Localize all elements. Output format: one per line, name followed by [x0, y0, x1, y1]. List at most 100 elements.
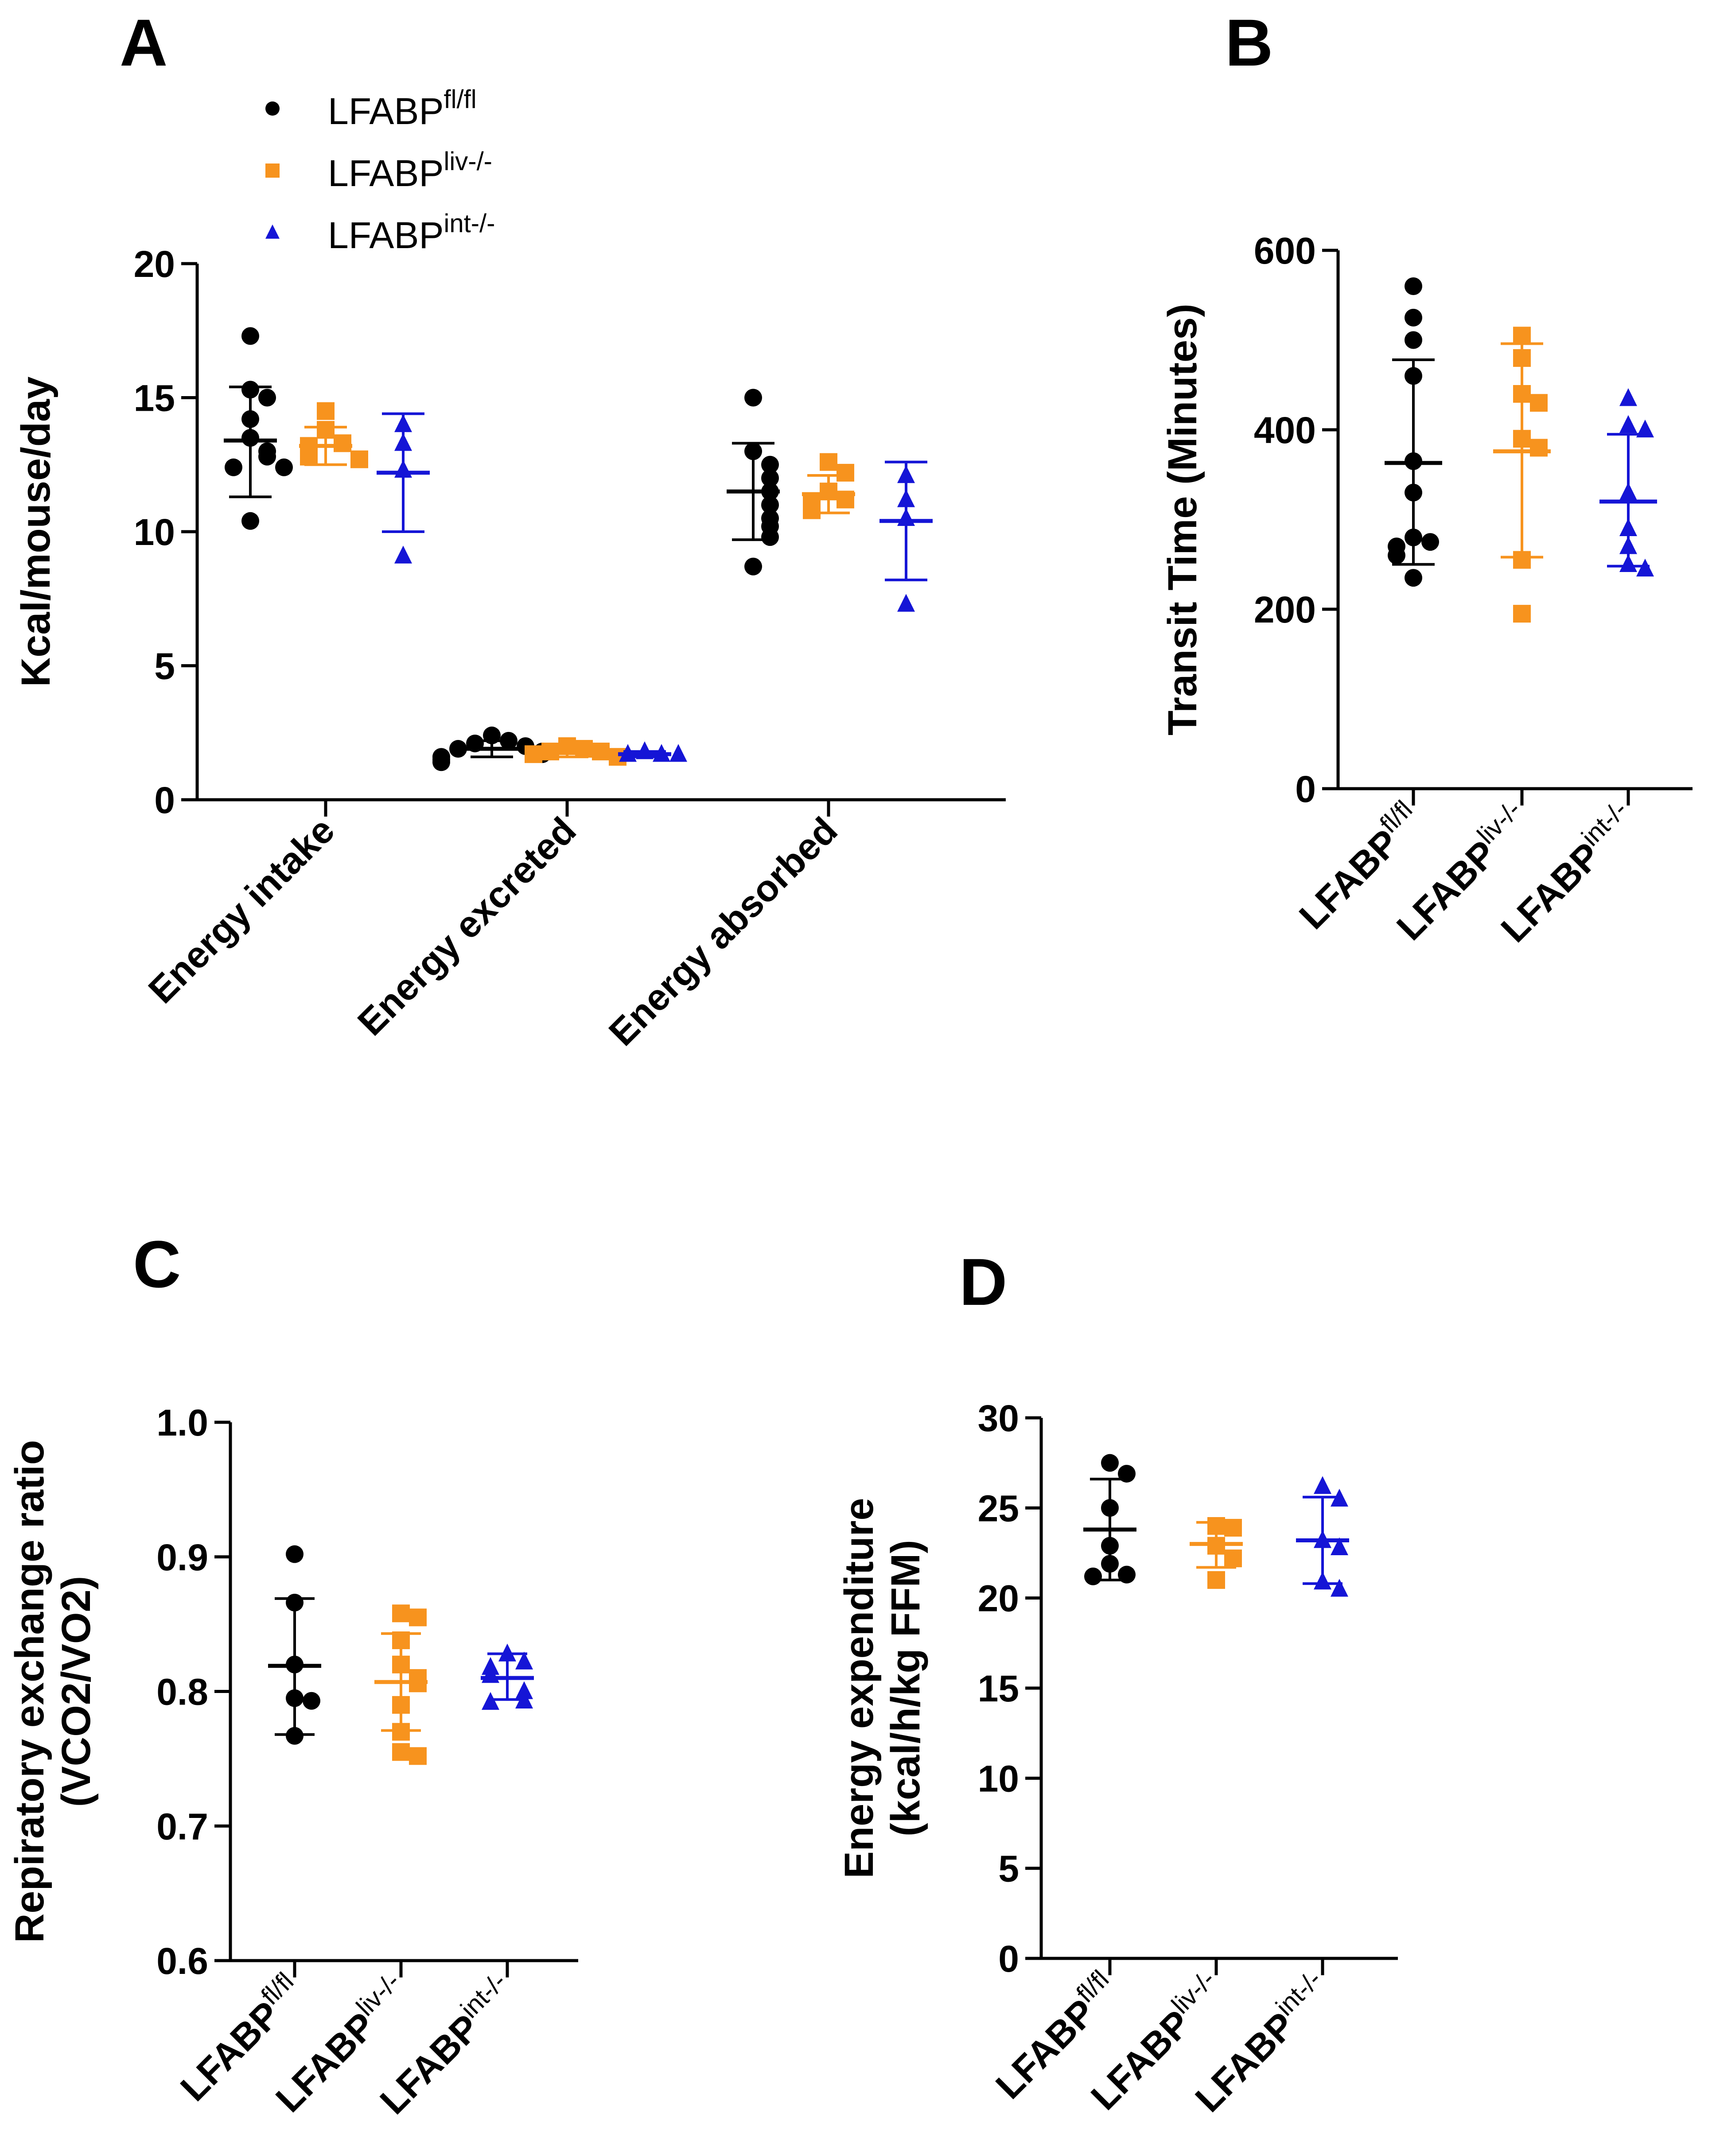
data-point-square: [837, 463, 854, 482]
y-tick-label: 5: [998, 1848, 1019, 1890]
data-point-circle: [761, 528, 779, 546]
data-point-square: [803, 501, 821, 519]
legend-label-sup: int-/-: [444, 209, 495, 238]
group-fl: [1083, 1454, 1136, 1585]
legend-label-base: LFABP: [328, 214, 444, 256]
data-point-circle: [1388, 546, 1405, 564]
group-liv: [525, 737, 626, 766]
data-point-circle: [225, 458, 242, 476]
y-tick-label: 200: [1254, 589, 1316, 630]
data-point-square: [575, 740, 593, 758]
y-tick-label: 0.8: [156, 1671, 208, 1713]
y-tick-label: 15: [978, 1668, 1019, 1709]
data-point-circle: [761, 496, 779, 514]
data-point-circle: [1405, 569, 1422, 587]
y-tick-label: 400: [1254, 409, 1316, 451]
y-tick-label: 5: [154, 646, 175, 687]
group-fl: [727, 389, 780, 576]
data-point-circle: [286, 1727, 304, 1745]
x-category-base: LFABP: [372, 2006, 488, 2122]
legend-label-liv: LFABPliv-/-: [328, 147, 492, 194]
x-category-label: Energy absorbed: [601, 809, 845, 1054]
data-point-square: [409, 1608, 427, 1627]
data-point-triangle: [897, 594, 915, 612]
data-point-square: [300, 448, 318, 466]
y-tick-label: 25: [978, 1487, 1019, 1529]
group-fl: [224, 327, 293, 530]
y-axis-label: Kcal/mouse/day: [13, 377, 58, 687]
chart-c: 0.6 0.7 0.8 0.9 1.0 Repiratory exchange ratio…: [7, 1402, 578, 2122]
x-category-base: LFABP: [1187, 2004, 1303, 2120]
data-point-circle: [1405, 308, 1422, 327]
data-point-circle: [1421, 533, 1439, 551]
chart-d: 0 5 10 15 20 25 30 Energy expenditure (kcal/h/kg…: [837, 1397, 1398, 2120]
data-point-circle: [258, 448, 276, 466]
data-point-square: [1207, 1571, 1225, 1589]
data-point-circle: [1101, 1454, 1119, 1472]
data-point-circle: [432, 753, 450, 771]
legend-marker-int-triangle: [265, 224, 280, 239]
data-point-triangle: [394, 545, 412, 564]
data-point-circle: [258, 389, 276, 407]
y-tick-label: 15: [134, 377, 175, 419]
data-point-circle: [744, 557, 762, 576]
data-point-square: [592, 743, 610, 761]
data-point-square: [350, 450, 368, 468]
data-point-triangle: [669, 744, 687, 762]
group-liv: [1190, 1517, 1243, 1589]
y-tick-label: 0: [1295, 768, 1316, 810]
group-liv: [1493, 327, 1551, 623]
data-point-triangle: [1331, 1537, 1348, 1556]
legend-marker-fl-circle: [265, 101, 280, 116]
legend-label-sup: liv-/-: [444, 147, 492, 176]
data-point-square: [317, 402, 335, 420]
data-point-square: [392, 1604, 410, 1623]
y-tick-label: 1.0: [156, 1402, 208, 1444]
legend-label-fl: LFABPfl/fl: [328, 85, 477, 132]
y-axis-label: (VCO2/VO2): [54, 1576, 99, 1807]
data-point-circle: [1084, 1567, 1102, 1585]
y-axis-label: (kcal/h/kg FFM): [883, 1540, 928, 1837]
data-point-square: [409, 1747, 427, 1765]
data-point-square: [1513, 605, 1531, 623]
y-tick-label: 0: [154, 779, 175, 821]
data-point-triangle: [1619, 388, 1637, 406]
y-tick-label: 0.9: [156, 1537, 208, 1578]
panel-label-b: B: [1225, 5, 1273, 80]
y-tick-label: 0: [998, 1938, 1019, 1980]
data-point-triangle: [515, 1651, 533, 1670]
panel-label-d: D: [959, 1245, 1007, 1319]
data-point-circle: [241, 327, 259, 345]
data-point-triangle: [482, 1692, 499, 1710]
x-category-base: LFABP: [1493, 834, 1609, 950]
legend-label-base: LFABP: [328, 90, 444, 132]
data-point-square: [525, 745, 542, 763]
y-tick-label: 600: [1254, 230, 1316, 272]
data-point-triangle: [1331, 1579, 1348, 1597]
legend-label-base: LFABP: [328, 152, 444, 194]
data-point-circle: [744, 389, 762, 407]
data-point-square: [334, 434, 351, 452]
data-point-square: [1530, 439, 1548, 457]
group-int: [377, 412, 430, 564]
data-point-circle: [275, 458, 293, 476]
data-point-circle: [761, 469, 779, 487]
x-category-base: LFABP: [1389, 833, 1504, 948]
data-point-circle: [286, 1545, 304, 1563]
y-axis-label: Transit Time (Minutes): [1160, 304, 1205, 736]
group-int: [1599, 388, 1657, 577]
y-tick-label: 0.6: [156, 1940, 208, 1982]
data-point-triangle: [1314, 1476, 1331, 1494]
data-point-square: [1513, 327, 1531, 345]
data-point-circle: [303, 1692, 320, 1710]
group-liv: [374, 1604, 428, 1765]
data-point-triangle: [1636, 558, 1654, 577]
legend-marker-liv-square: [265, 163, 280, 178]
data-point-circle: [449, 740, 467, 758]
group-fl: [1385, 277, 1442, 587]
data-point-circle: [241, 512, 259, 530]
data-point-triangle: [515, 1681, 533, 1699]
